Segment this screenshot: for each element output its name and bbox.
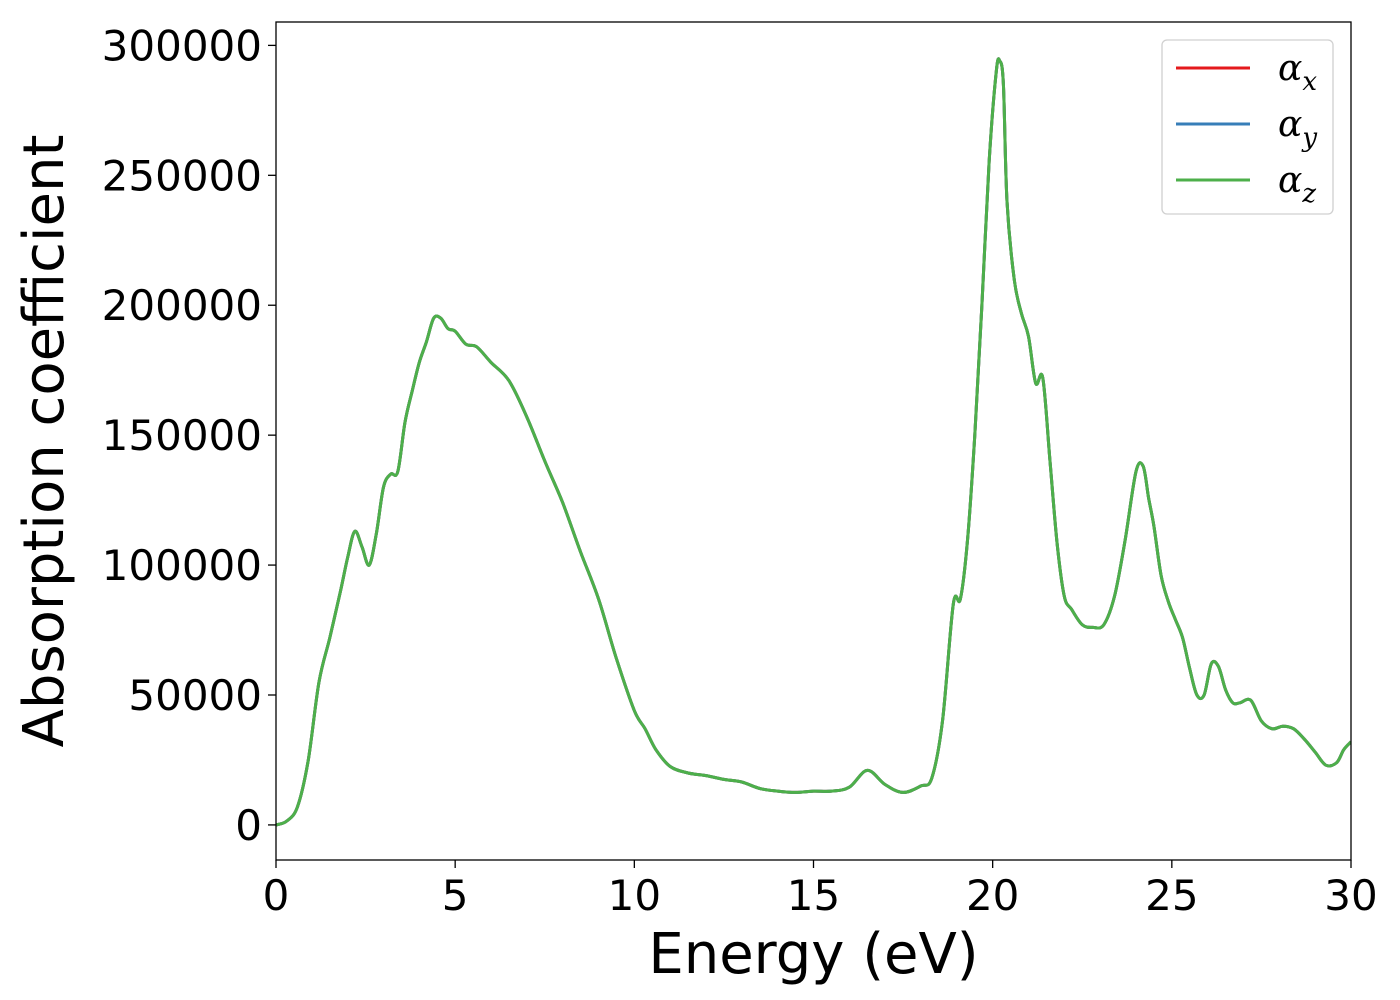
y-axis-title: Absorption coefficient <box>12 135 77 748</box>
legend-label-alpha-z: αz <box>1278 160 1316 209</box>
series-line-alpha-z <box>276 57 1351 827</box>
y-tick-label: 50000 <box>128 671 262 720</box>
x-axis: 0 5 10 15 20 25 30 <box>263 860 1378 920</box>
x-tick-label: 30 <box>1324 871 1377 920</box>
plot-lines <box>276 57 1351 827</box>
y-tick-label: 150000 <box>102 411 262 460</box>
y-tick-label: 100000 <box>102 541 262 590</box>
x-tick-label: 5 <box>442 871 469 920</box>
x-tick-label: 15 <box>787 871 840 920</box>
y-tick-label: 200000 <box>102 281 262 330</box>
y-tick-label: 250000 <box>102 151 262 200</box>
y-tick-label: 300000 <box>102 21 262 70</box>
y-axis: 0 50000 100000 150000 200000 250000 300000 <box>102 21 276 850</box>
y-tick-label: 0 <box>235 801 262 850</box>
x-tick-label: 20 <box>966 871 1019 920</box>
x-tick-label: 25 <box>1145 871 1198 920</box>
x-tick-label: 0 <box>263 871 290 920</box>
x-tick-label: 10 <box>608 871 661 920</box>
x-axis-title: Energy (eV) <box>648 922 978 987</box>
legend-box <box>1161 39 1334 215</box>
